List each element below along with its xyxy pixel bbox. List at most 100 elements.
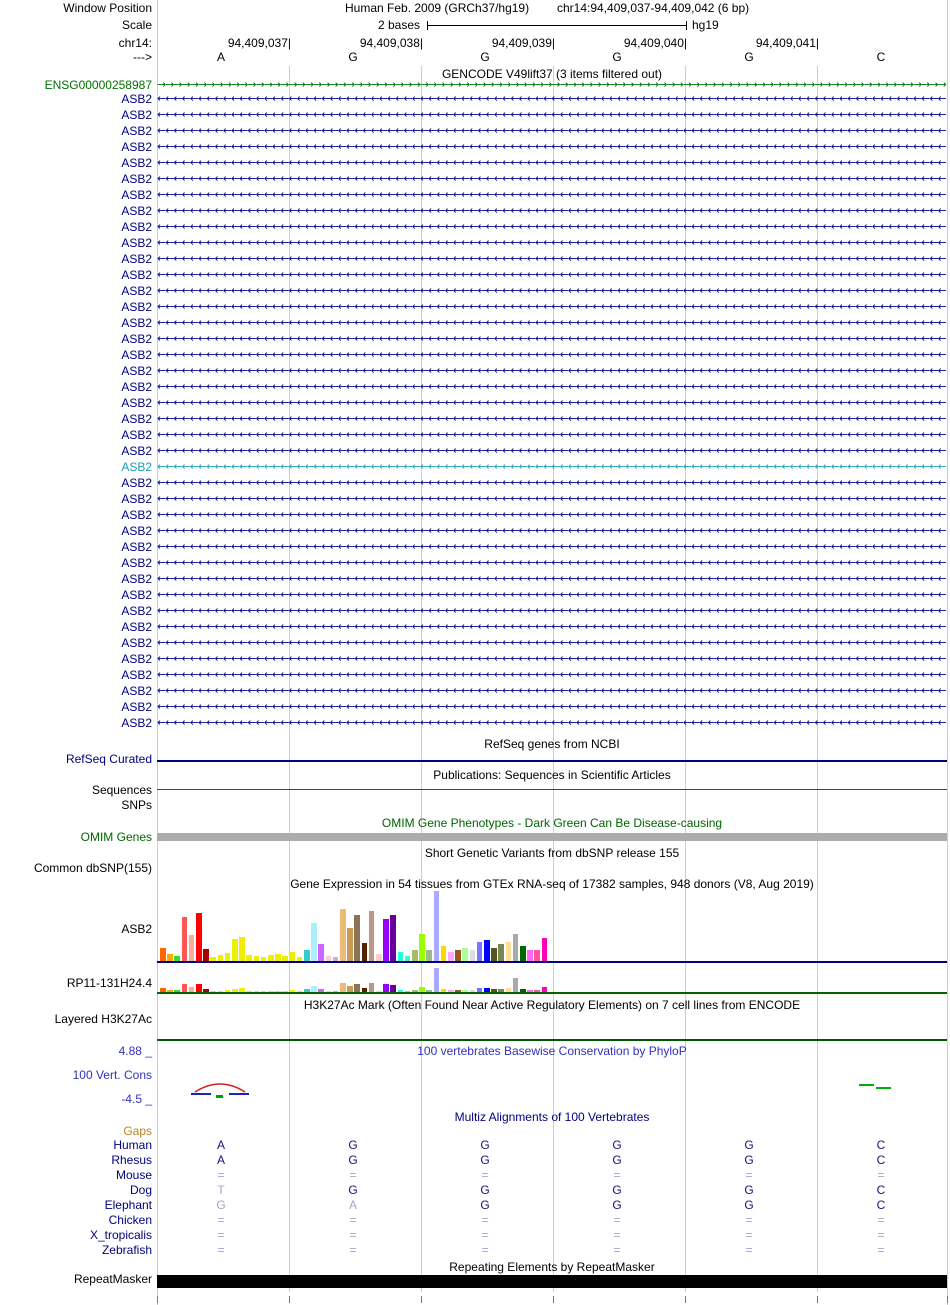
gene-row-label-asb2[interactable]: ASB2 [121, 412, 152, 426]
species-label-zebrafish[interactable]: Zebrafish [101, 1243, 152, 1257]
gene-row-label-asb2[interactable]: ASB2 [121, 636, 152, 650]
gtex-bar-asb2[interactable] [426, 950, 432, 961]
gtex-bar-rp11[interactable] [455, 990, 461, 992]
gene-model-reverse[interactable]: ←←←←←←←←←←←←←←←←←←←←←←←←←←←←←←←←←←←←←←←←… [157, 604, 946, 617]
gtex-bar-rp11[interactable] [426, 990, 432, 992]
species-label-chicken[interactable]: Chicken [108, 1213, 152, 1227]
gtex-bar-rp11[interactable] [397, 990, 404, 992]
gtex-bar-rp11[interactable] [462, 990, 468, 992]
track-label-layered-h3k27ac[interactable]: Layered H3K27Ac [54, 1012, 152, 1026]
gene-row-label-asb2[interactable]: ASB2 [121, 364, 152, 378]
gene-model-reverse[interactable]: ←←←←←←←←←←←←←←←←←←←←←←←←←←←←←←←←←←←←←←←←… [157, 636, 946, 649]
gtex-bar-asb2[interactable] [520, 946, 526, 961]
gtex-gene-label-asb2[interactable]: ASB2 [121, 922, 152, 936]
gtex-bar-rp11[interactable] [390, 985, 396, 992]
gtex-bar-asb2[interactable] [541, 938, 548, 961]
gtex-bar-asb2[interactable] [340, 909, 346, 961]
gtex-bar-asb2[interactable] [505, 942, 512, 961]
gtex-bar-rp11[interactable] [311, 986, 317, 992]
gene-model-reverse[interactable]: ←←←←←←←←←←←←←←←←←←←←←←←←←←←←←←←←←←←←←←←←… [157, 476, 946, 489]
track-label-snps[interactable]: SNPs [121, 798, 152, 812]
gene-model-reverse[interactable]: ←←←←←←←←←←←←←←←←←←←←←←←←←←←←←←←←←←←←←←←←… [157, 140, 946, 153]
gtex-bar-rp11[interactable] [289, 990, 296, 992]
gene-row-label-asb2[interactable]: ASB2 [121, 300, 152, 314]
sequences-track-item[interactable] [157, 789, 947, 790]
gtex-bar-rp11[interactable] [332, 991, 339, 992]
gene-model-reverse[interactable]: ←←←←←←←←←←←←←←←←←←←←←←←←←←←←←←←←←←←←←←←←… [157, 700, 946, 713]
gtex-bar-asb2[interactable] [268, 955, 274, 961]
gtex-bar-asb2[interactable] [419, 934, 425, 961]
gene-row-label-asb2[interactable]: ASB2 [121, 156, 152, 170]
gtex-bar-rp11[interactable] [476, 988, 483, 992]
gene-row-label-asb2[interactable]: ASB2 [121, 668, 152, 682]
gtex-bar-asb2[interactable] [174, 956, 180, 961]
gene-model-reverse[interactable]: ←←←←←←←←←←←←←←←←←←←←←←←←←←←←←←←←←←←←←←←←… [157, 108, 946, 121]
gtex-bar-rp11[interactable] [491, 989, 497, 992]
gene-row-label-asb2[interactable]: ASB2 [121, 508, 152, 522]
gene-row-label-asb2[interactable]: ASB2 [121, 316, 152, 330]
gtex-bar-rp11[interactable] [527, 990, 533, 992]
gtex-bar-asb2[interactable] [368, 911, 375, 961]
gtex-bar-rp11[interactable] [318, 989, 324, 992]
gene-model-reverse[interactable]: ←←←←←←←←←←←←←←←←←←←←←←←←←←←←←←←←←←←←←←←←… [157, 188, 946, 201]
gtex-bar-rp11[interactable] [534, 990, 540, 992]
gene-model-reverse[interactable]: ←←←←←←←←←←←←←←←←←←←←←←←←←←←←←←←←←←←←←←←←… [157, 716, 946, 729]
gtex-bar-asb2[interactable] [160, 948, 166, 961]
gtex-bar-rp11[interactable] [282, 991, 288, 992]
gtex-bar-asb2[interactable] [404, 956, 411, 961]
gtex-bar-rp11[interactable] [368, 983, 375, 992]
gtex-bar-rp11[interactable] [174, 990, 180, 992]
gtex-bar-rp11[interactable] [268, 991, 274, 992]
gtex-bar-rp11[interactable] [325, 991, 332, 992]
gene-row-label-asb2[interactable]: ASB2 [121, 476, 152, 490]
gene-row-label-asb2[interactable]: ASB2 [121, 700, 152, 714]
track-label-100-vert-cons[interactable]: 100 Vert. Cons [72, 1068, 152, 1082]
gtex-bar-rp11[interactable] [376, 991, 382, 992]
gene-row-label-asb2[interactable]: ASB2 [121, 204, 152, 218]
gtex-bar-asb2[interactable] [412, 950, 418, 961]
gtex-bar-rp11[interactable] [246, 991, 252, 992]
refseq-curated-item[interactable] [157, 760, 947, 762]
gtex-bar-rp11[interactable] [188, 987, 195, 992]
gene-row-label-asb2[interactable]: ASB2 [121, 124, 152, 138]
gene-row-label-asb2[interactable]: ASB2 [121, 92, 152, 106]
gene-row-label-asb2[interactable]: ASB2 [121, 540, 152, 554]
gtex-bar-rp11[interactable] [505, 988, 512, 992]
gtex-bar-asb2[interactable] [188, 935, 195, 961]
gtex-bar-asb2[interactable] [311, 923, 317, 961]
gtex-bar-asb2[interactable] [397, 952, 404, 961]
gtex-bar-asb2[interactable] [376, 954, 382, 961]
gene-model-reverse[interactable]: ←←←←←←←←←←←←←←←←←←←←←←←←←←←←←←←←←←←←←←←←… [157, 300, 946, 313]
gtex-bar-asb2[interactable] [491, 948, 497, 961]
track-header-refseq[interactable]: RefSeq genes from NCBI [484, 737, 620, 751]
gtex-bar-asb2[interactable] [253, 956, 260, 961]
gtex-bar-rp11[interactable] [304, 989, 310, 992]
gtex-bar-asb2[interactable] [534, 950, 540, 961]
gtex-bar-rp11[interactable] [520, 989, 526, 992]
species-label-elephant[interactable]: Elephant [104, 1198, 152, 1212]
gtex-bar-asb2[interactable] [347, 928, 353, 961]
track-label-refseq-curated[interactable]: RefSeq Curated [65, 752, 152, 766]
gtex-bar-asb2[interactable] [325, 956, 332, 961]
gtex-bar-asb2[interactable] [354, 915, 360, 961]
gtex-bar-rp11[interactable] [361, 988, 368, 992]
gtex-bar-rp11[interactable] [433, 968, 440, 992]
gtex-bar-asb2[interactable] [296, 957, 303, 961]
gene-row-label-asb2[interactable]: ASB2 [121, 556, 152, 570]
gtex-bar-rp11[interactable] [440, 989, 447, 992]
gtex-bar-rp11[interactable] [296, 991, 303, 992]
gene-model-reverse[interactable]: ←←←←←←←←←←←←←←←←←←←←←←←←←←←←←←←←←←←←←←←←… [157, 444, 946, 457]
gene-model-reverse[interactable]: ←←←←←←←←←←←←←←←←←←←←←←←←←←←←←←←←←←←←←←←←… [157, 252, 946, 265]
gtex-bar-rp11[interactable] [275, 991, 281, 992]
gtex-bar-asb2[interactable] [260, 957, 267, 961]
gtex-bar-rp11[interactable] [260, 991, 267, 992]
gtex-bar-asb2[interactable] [181, 917, 188, 961]
track-header-dbsnp[interactable]: Short Genetic Variants from dbSNP releas… [424, 846, 680, 860]
gene-row-label-asb2[interactable]: ASB2 [121, 524, 152, 538]
gene-row-label-asb2[interactable]: ASB2 [121, 348, 152, 362]
gtex-bar-asb2[interactable] [224, 953, 231, 961]
track-header-publications[interactable]: Publications: Sequences in Scientific Ar… [433, 768, 671, 782]
gtex-bar-rp11[interactable] [419, 987, 425, 992]
gtex-bar-asb2[interactable] [210, 957, 216, 961]
gene-row-label-asb2[interactable]: ASB2 [121, 268, 152, 282]
